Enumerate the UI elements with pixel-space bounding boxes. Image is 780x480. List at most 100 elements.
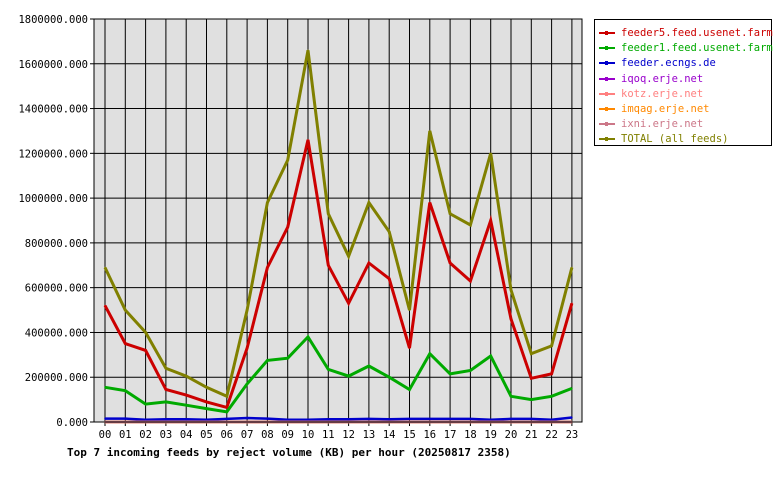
data-point bbox=[530, 352, 533, 355]
legend-item: feeder5.feed.usenet.farm bbox=[599, 26, 773, 40]
y-tick-label: 1200000.000 bbox=[18, 148, 88, 160]
data-point bbox=[307, 139, 309, 141]
data-point bbox=[530, 418, 533, 420]
legend-swatch bbox=[599, 137, 615, 142]
plot-frame bbox=[93, 18, 583, 423]
data-point bbox=[408, 347, 411, 349]
x-tick-label: 05 bbox=[200, 429, 213, 441]
data-point bbox=[104, 417, 106, 420]
chart-title: Top 7 incoming feeds by reject volume (K… bbox=[67, 446, 511, 459]
data-point bbox=[449, 212, 451, 215]
x-tick-label: 06 bbox=[220, 429, 233, 441]
data-point bbox=[469, 369, 472, 372]
data-point bbox=[550, 345, 553, 347]
x-tick-label: 07 bbox=[241, 429, 254, 441]
legend-label: feeder5.feed.usenet.farm bbox=[621, 27, 773, 39]
data-point bbox=[185, 404, 187, 407]
series-line-feeder1-feed-usenet-farm bbox=[104, 334, 573, 414]
data-point bbox=[469, 224, 472, 226]
x-tick-label: 01 bbox=[119, 429, 132, 441]
data-point bbox=[449, 262, 451, 264]
data-point bbox=[327, 264, 330, 267]
data-point bbox=[388, 418, 391, 421]
data-point bbox=[124, 389, 127, 392]
data-point bbox=[266, 417, 269, 420]
legend-item: feeder.ecngs.de bbox=[599, 56, 716, 70]
data-point bbox=[165, 367, 167, 370]
x-tick-label: 16 bbox=[423, 429, 436, 441]
y-tick-label: 0.000 bbox=[56, 417, 88, 429]
legend-swatch bbox=[599, 46, 615, 51]
data-point bbox=[226, 406, 228, 409]
x-tick-label: 18 bbox=[464, 429, 477, 441]
data-point bbox=[205, 407, 208, 410]
legend-item: ixni.erje.net bbox=[599, 117, 703, 131]
data-point bbox=[510, 318, 512, 320]
data-point bbox=[104, 386, 106, 389]
data-point bbox=[307, 49, 309, 52]
data-point bbox=[408, 388, 411, 391]
x-tick-label: 10 bbox=[302, 429, 315, 441]
y-tick-label: 1000000.000 bbox=[18, 193, 88, 205]
data-point bbox=[489, 219, 492, 222]
legend-item: imqag.erje.net bbox=[599, 102, 710, 116]
data-point bbox=[246, 309, 248, 311]
data-point bbox=[286, 418, 289, 421]
x-tick-label: 22 bbox=[545, 429, 558, 441]
x-tick-label: 09 bbox=[281, 429, 294, 441]
legend-swatch bbox=[599, 91, 615, 96]
data-point bbox=[266, 201, 269, 204]
data-point bbox=[226, 411, 228, 413]
data-point bbox=[226, 418, 228, 420]
x-tick-label: 21 bbox=[525, 429, 538, 441]
data-point bbox=[368, 201, 370, 204]
data-point bbox=[266, 359, 269, 362]
data-point bbox=[571, 266, 573, 269]
data-point bbox=[429, 130, 431, 132]
data-point bbox=[185, 375, 187, 377]
data-point bbox=[347, 255, 350, 258]
data-point bbox=[205, 386, 208, 389]
data-point bbox=[530, 377, 533, 380]
legend-swatch bbox=[599, 107, 615, 111]
legend-item: kotz.erje.net bbox=[599, 87, 703, 101]
x-tick-label: 14 bbox=[383, 429, 396, 441]
legend-label: ixni.erje.net bbox=[621, 118, 704, 131]
data-point bbox=[205, 401, 208, 403]
data-point bbox=[550, 418, 553, 421]
data-point bbox=[165, 418, 167, 421]
data-point bbox=[550, 395, 553, 398]
data-point bbox=[489, 355, 492, 357]
data-point bbox=[347, 375, 350, 377]
data-point bbox=[124, 417, 127, 420]
data-point bbox=[510, 418, 512, 420]
legend-swatch bbox=[599, 76, 615, 81]
y-tick-label: 1400000.000 bbox=[18, 104, 88, 116]
data-point bbox=[510, 289, 512, 291]
x-tick-label: 03 bbox=[160, 429, 173, 441]
data-point bbox=[571, 416, 573, 419]
data-point bbox=[144, 403, 147, 405]
x-tick-label: 00 bbox=[99, 429, 112, 441]
data-point bbox=[286, 357, 289, 359]
data-point bbox=[469, 418, 472, 420]
y-tick-label: 1800000.000 bbox=[18, 14, 88, 26]
data-point bbox=[510, 395, 512, 398]
x-tick-label: 13 bbox=[363, 429, 376, 441]
series-line-feeder5-feed-usenet-farm bbox=[103, 139, 574, 410]
x-tick-label: 15 bbox=[403, 429, 416, 441]
data-point bbox=[368, 365, 370, 367]
data-point bbox=[571, 302, 573, 305]
x-tick-label: 19 bbox=[484, 429, 497, 441]
x-axis-ticks: 00 01 02 03 04 05 06 07 08 09 10 11 12 13 14 15 16 17 18 19… bbox=[99, 422, 579, 441]
x-tick-label: 23 bbox=[566, 429, 579, 441]
data-point bbox=[327, 212, 330, 215]
data-point bbox=[327, 418, 330, 421]
data-point bbox=[347, 418, 350, 421]
data-point bbox=[408, 309, 411, 311]
data-point bbox=[408, 418, 411, 420]
legend-swatch bbox=[599, 61, 615, 66]
data-point bbox=[388, 277, 391, 280]
data-point bbox=[449, 373, 451, 375]
